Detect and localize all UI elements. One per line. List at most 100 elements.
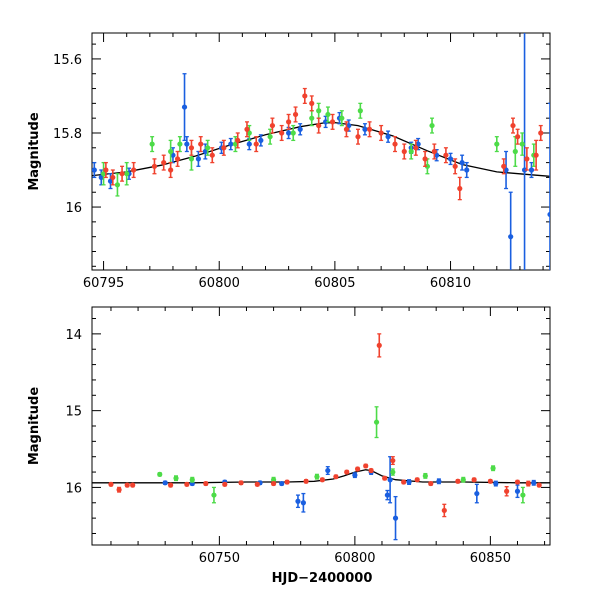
data-point — [244, 126, 250, 132]
data-point — [167, 482, 174, 488]
data-point — [382, 475, 388, 481]
data-point — [246, 130, 252, 136]
data-point — [151, 163, 158, 169]
data-point — [392, 141, 398, 147]
data-point — [258, 137, 264, 143]
data-point — [441, 507, 447, 514]
data-point — [520, 492, 526, 498]
data-point — [314, 474, 320, 480]
data-point — [279, 130, 285, 136]
data-point — [221, 145, 227, 151]
y-tick-label: 15.8 — [53, 127, 82, 142]
data-point — [368, 467, 374, 474]
data-point — [378, 130, 384, 136]
series-blue — [92, 33, 550, 270]
data-point — [107, 178, 114, 184]
y-tick-label: 14 — [65, 328, 82, 343]
data-point — [174, 156, 181, 162]
data-point — [366, 126, 373, 132]
data-point — [487, 478, 493, 484]
data-point — [343, 126, 350, 132]
data-point — [431, 148, 437, 155]
data-point — [202, 148, 208, 155]
x-tick-label: 60800 — [199, 276, 240, 291]
data-point — [373, 419, 380, 425]
data-point — [222, 481, 228, 487]
data-point — [384, 492, 390, 498]
data-point — [447, 156, 454, 162]
data-point — [354, 466, 361, 472]
data-point — [385, 134, 391, 140]
data-point — [286, 119, 292, 125]
data-point — [110, 174, 116, 181]
data-point — [181, 104, 188, 110]
data-point — [297, 126, 303, 132]
data-point — [168, 167, 174, 173]
data-point — [286, 130, 292, 136]
series-red — [108, 333, 542, 518]
data-point — [270, 477, 277, 483]
data-point — [512, 148, 518, 155]
data-point — [525, 480, 531, 487]
plot-frame — [91, 306, 551, 546]
data-layer — [92, 333, 550, 541]
data-point — [528, 167, 535, 173]
data-point — [92, 167, 97, 173]
data-point — [514, 479, 521, 485]
data-point — [443, 152, 449, 158]
data-point — [390, 469, 396, 475]
y-axis-label: Magnitude — [27, 112, 42, 191]
data-point — [531, 480, 537, 486]
data-point — [300, 500, 306, 506]
data-point — [119, 171, 125, 177]
data-point — [459, 160, 465, 166]
data-point — [124, 482, 130, 488]
data-point — [413, 145, 419, 151]
x-axis-label: HJD−2400000 — [272, 571, 373, 586]
data-point — [238, 480, 244, 486]
x-tick-label: 60810 — [430, 276, 471, 291]
data-point — [173, 475, 179, 481]
data-point — [434, 152, 440, 158]
data-point — [162, 480, 168, 486]
data-point — [493, 480, 499, 487]
bottom-panel: 60750 60800 60850 14 15 16 Magnitude — [27, 306, 551, 566]
data-point — [415, 141, 421, 147]
data-point — [319, 477, 325, 483]
data-point — [346, 122, 352, 129]
data-point — [205, 145, 211, 151]
x-tick-label: 60750 — [199, 551, 240, 566]
data-point — [515, 134, 521, 140]
data-point — [457, 185, 463, 192]
data-point — [100, 171, 107, 177]
data-point — [424, 163, 431, 169]
y-axis-label: Magnitude — [27, 387, 42, 466]
data-point — [519, 141, 525, 147]
plot-frame — [91, 32, 551, 271]
data-point — [295, 498, 301, 504]
top-panel: 60795 60800 60805 60810 15.6 15.8 16 Magnitude — [27, 32, 551, 291]
data-point — [114, 182, 121, 188]
data-point — [267, 134, 273, 140]
data-point — [329, 119, 336, 125]
data-point — [157, 471, 163, 477]
data-point — [161, 160, 167, 166]
data-point — [188, 156, 195, 162]
data-point — [131, 167, 137, 173]
data-point — [504, 488, 510, 494]
data-point — [116, 487, 122, 493]
data-point — [408, 148, 414, 155]
data-point — [352, 472, 358, 478]
data-point — [422, 156, 428, 162]
data-point — [376, 342, 382, 348]
data-point — [510, 122, 516, 129]
data-point — [284, 479, 290, 485]
data-point — [533, 152, 539, 158]
data-point — [452, 163, 458, 169]
data-point — [316, 108, 322, 114]
data-point — [309, 115, 315, 121]
y-tick-label: 15.6 — [53, 53, 82, 68]
data-point — [177, 141, 183, 147]
data-point — [401, 479, 407, 485]
